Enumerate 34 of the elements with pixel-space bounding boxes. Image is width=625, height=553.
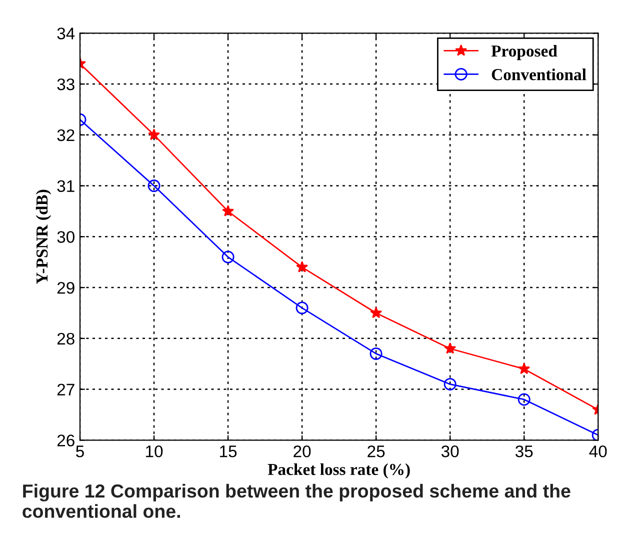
point: [444, 378, 456, 390]
point: [518, 362, 530, 374]
point: [296, 302, 308, 314]
point: [296, 260, 308, 272]
y-axis-title: Y-PSNR (dB): [36, 190, 52, 284]
y-tick-label: 28: [57, 332, 74, 345]
legend-label: Proposed: [491, 44, 558, 60]
caption: Figure 12 Comparison between the proposed scheme and the conventional one.: [22, 484, 570, 518]
x-tick-label: 15: [220, 446, 237, 458]
point: [370, 347, 382, 360]
x-tick-label: 5: [76, 446, 84, 458]
y-tick-label: 26: [57, 434, 74, 446]
point: [518, 393, 530, 406]
point: [222, 250, 234, 264]
legend-label: Conventional: [492, 68, 586, 80]
y-tick-label: 33: [57, 78, 74, 90]
x-tick-label: 40: [589, 445, 607, 458]
y-tick-label: 30: [57, 231, 74, 243]
x-tick-label: 25: [368, 445, 385, 458]
x-tick-label: 20: [294, 445, 311, 458]
point: [370, 306, 382, 318]
y-tick-label: 27: [57, 384, 74, 396]
y-tick-label: 31: [57, 180, 74, 192]
y-tick-label: 29: [57, 282, 74, 294]
point: [222, 204, 234, 216]
x-axis-title: Packet loss rate (%): [268, 463, 410, 478]
x-tick-label: 30: [441, 445, 459, 458]
y-tick-label: 32: [57, 129, 74, 142]
y-tick-label: 34: [57, 28, 75, 40]
point: [148, 128, 160, 140]
x-tick-label: 35: [515, 445, 533, 458]
point: [444, 342, 456, 354]
point: [148, 180, 160, 192]
x-tick-label: 10: [146, 445, 163, 458]
